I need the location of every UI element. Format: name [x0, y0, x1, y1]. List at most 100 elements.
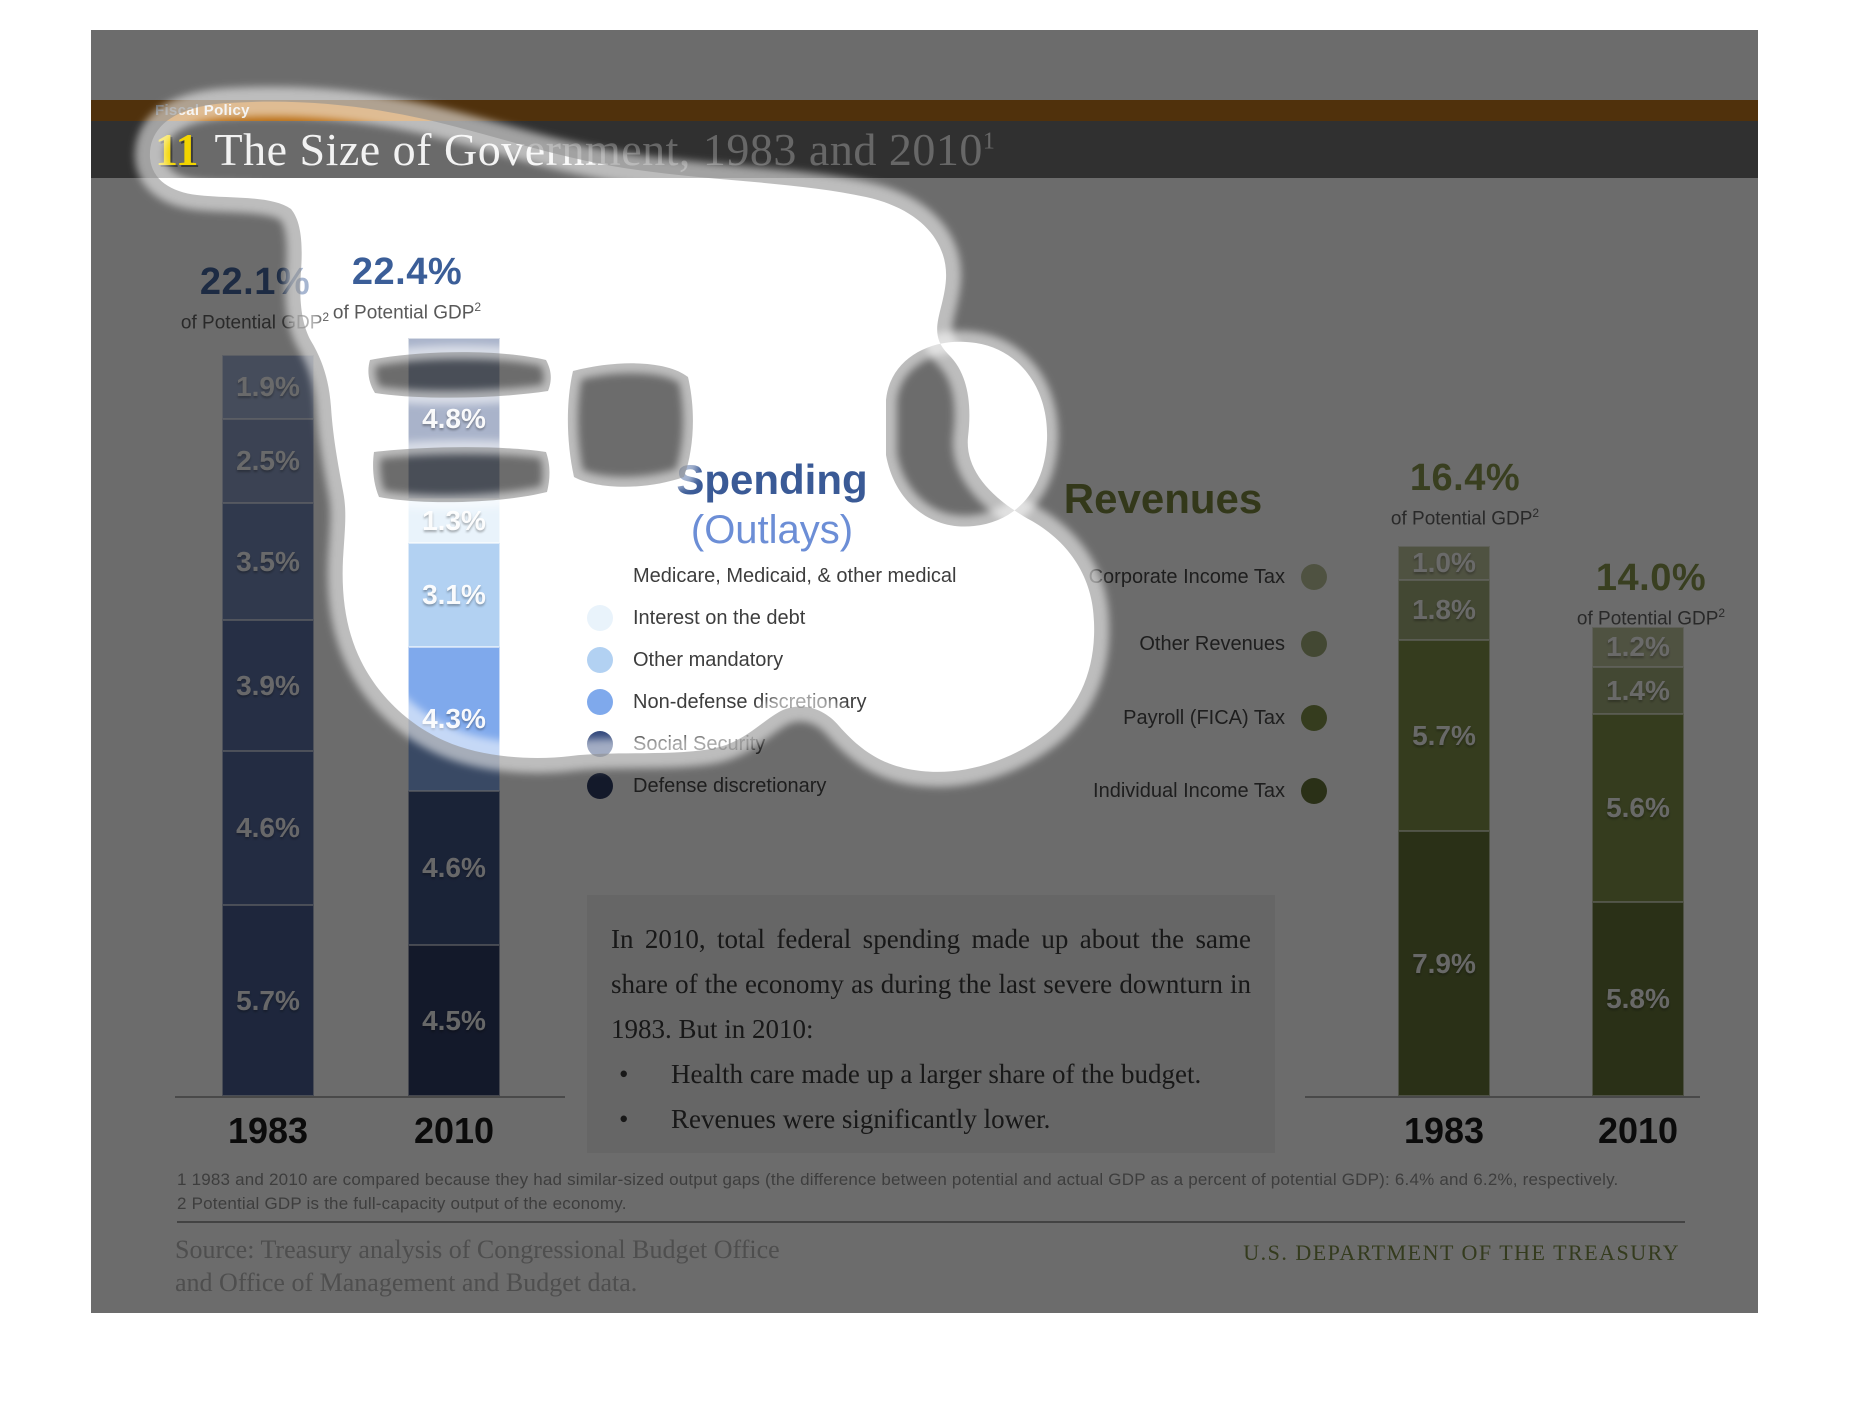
- legend-label: Other Revenues: [1139, 632, 1285, 655]
- slide-number: 11: [155, 124, 199, 175]
- source-line-2: and Office of Management and Budget data…: [175, 1268, 638, 1297]
- spending-section-subtitle: (Outlays): [690, 508, 854, 552]
- revenues-2010-stacked-bar: 1.2% 1.4% 5.6% 5.8%: [1592, 627, 1684, 1096]
- bar-segment-1983-0: 1.9%: [222, 355, 314, 419]
- revenues-1983-stacked-bar: 1.0% 1.8% 5.7% 7.9%: [1398, 546, 1490, 1096]
- source-attribution: Source: Treasury analysis of Congression…: [175, 1233, 780, 1299]
- spending-1983-stacked-bar: 1.9% 2.5% 3.5% 3.9% 4.6% 5.7%: [222, 355, 314, 1096]
- subhead-sup: 2: [474, 300, 482, 314]
- revenues-1983-total: 16.4%: [1409, 457, 1521, 499]
- bar-segment-label: 1.3%: [422, 505, 486, 536]
- treasury-slide: Fiscal Policy 11 The Size of Government,…: [91, 30, 1758, 1313]
- revenues-1983-header: 16.4% of Potential GDP2: [1345, 457, 1585, 530]
- bar-segment-label: 4.3%: [422, 703, 486, 734]
- bar-segment-label: 1.9%: [236, 371, 300, 402]
- bar-segment-1983-2: 5.7%: [1398, 640, 1490, 831]
- bar-segment-label: 7.9%: [1412, 947, 1476, 979]
- revenues-legend-item-0: Corporate Income Tax: [1089, 563, 1327, 591]
- bar-segment-label: 2.5%: [236, 445, 300, 476]
- bullet-text: Revenues were significantly lower.: [671, 1104, 1051, 1134]
- legend-swatch-icon: [1301, 631, 1327, 657]
- slide-title-footnote-marker: 1: [982, 128, 996, 155]
- revenues-section-title: Revenues: [1063, 475, 1263, 522]
- bar-segment-2010-1: 1.4%: [1592, 667, 1684, 714]
- revenues-legend-item-3: Individual Income Tax: [1093, 777, 1327, 805]
- fiscal-policy-tab-label: Fiscal Policy: [155, 102, 250, 119]
- slide-title-bar: 11 The Size of Government, 1983 and 2010…: [91, 121, 1758, 178]
- revenues-x-axis: [1305, 1096, 1700, 1098]
- legend-swatch-icon: [1301, 778, 1327, 804]
- subhead-text: of Potential GDP: [1390, 508, 1533, 530]
- legend-swatch-icon: [587, 773, 613, 799]
- bar-segment-1983-4: 4.6%: [222, 751, 314, 905]
- bar-segment-label: 5.6%: [1606, 792, 1670, 823]
- subhead-sup: 2: [1532, 506, 1540, 520]
- footnote-1: 1 1983 and 2010 are compared because the…: [177, 1170, 1619, 1189]
- bar-segment-label: 1.4%: [1606, 674, 1670, 706]
- bar-segment-2010-2: 3.1%: [408, 543, 500, 647]
- bar-segment-2010-1: 1.3%: [408, 499, 500, 543]
- slide-title-text: The Size of Government, 1983 and 2010: [214, 124, 983, 175]
- summary-bullet-1: • Health care made up a larger share of …: [611, 1052, 1251, 1097]
- revenues-2010-axis-label: 2010: [1597, 1110, 1679, 1151]
- bar-segment-2010-5: 4.5%: [408, 945, 500, 1096]
- spending-legend-item-0: Medicare, Medicaid, & other medical: [587, 562, 956, 590]
- footer-divider: [177, 1221, 1685, 1223]
- revenues-2010-total: 14.0%: [1595, 557, 1707, 599]
- bar-segment-label: 4.8%: [422, 402, 486, 434]
- bar-segment-2010-3: 4.3%: [408, 647, 500, 791]
- legend-label: Non-defense discretionary: [633, 690, 867, 713]
- summary-note-box: In 2010, total federal spending made up …: [587, 895, 1275, 1153]
- bar-segment-label: 4.5%: [422, 1004, 486, 1036]
- source-line-1: Source: Treasury analysis of Congression…: [175, 1235, 780, 1264]
- bar-segment-label: 1.0%: [1412, 547, 1476, 578]
- footnote-2: 2 Potential GDP is the full-capacity out…: [177, 1194, 627, 1213]
- bullet-glyph: •: [619, 1104, 629, 1134]
- bar-segment-label: 3.5%: [236, 545, 300, 577]
- bar-segment-2010-0: 1.2%: [1592, 627, 1684, 667]
- treasury-wordmark: U.S. DEPARTMENT OF THE TREASURY: [1243, 1240, 1680, 1265]
- legend-label: Interest on the debt: [633, 606, 806, 629]
- bar-segment-1983-3: 3.9%: [222, 620, 314, 751]
- revenues-legend-item-1: Other Revenues: [1139, 630, 1327, 658]
- bar-segment-1983-1: 2.5%: [222, 419, 314, 503]
- legend-swatch-icon: [1301, 564, 1327, 590]
- bullet-glyph: •: [619, 1059, 629, 1089]
- bar-segment-2010-3: 5.8%: [1592, 902, 1684, 1096]
- legend-label: Medicare, Medicaid, & other medical: [633, 564, 957, 587]
- revenues-1983-subhead: of Potential GDP2: [1345, 506, 1585, 530]
- summary-paragraph: In 2010, total federal spending made up …: [611, 924, 1251, 1044]
- bar-segment-1983-3: 7.9%: [1398, 831, 1490, 1096]
- legend-swatch-icon: [1301, 705, 1327, 731]
- spending-2010-axis-label: 2010: [413, 1110, 495, 1151]
- legend-label: Social Security: [633, 732, 766, 755]
- subhead-sup: 2: [1718, 606, 1726, 620]
- spending-2010-header: 22.4% of Potential GDP2: [287, 251, 527, 324]
- bar-segment-1983-2: 3.5%: [222, 503, 314, 620]
- spending-legend-item-4: Social Security: [587, 730, 765, 758]
- legend-label: Other mandatory: [633, 648, 784, 671]
- revenues-1983-axis-label: 1983: [1403, 1110, 1485, 1151]
- spending-1983-axis-label: 1983: [227, 1110, 309, 1151]
- revenues-legend-item-2: Payroll (FICA) Tax: [1123, 704, 1327, 732]
- slide-title: The Size of Government, 1983 and 20101: [214, 123, 995, 176]
- legend-swatch-icon: [587, 605, 613, 631]
- bar-segment-2010-4: 4.6%: [408, 791, 500, 945]
- spending-legend-item-3: Non-defense discretionary: [587, 688, 866, 716]
- legend-label: Defense discretionary: [633, 774, 827, 797]
- bar-segment-label: 1.2%: [1606, 631, 1670, 662]
- spending-2010-subhead: of Potential GDP2: [287, 300, 527, 324]
- legend-swatch-icon: [587, 647, 613, 673]
- bar-segment-2010-0: 4.8%: [408, 338, 500, 499]
- spending-legend-item-2: Other mandatory: [587, 646, 783, 674]
- legend-label: Corporate Income Tax: [1088, 565, 1285, 588]
- spending-x-axis: [175, 1096, 565, 1098]
- bar-segment-label: 5.7%: [1412, 719, 1476, 751]
- spending-legend-item-1: Interest on the debt: [587, 604, 805, 632]
- bar-segment-1983-0: 1.0%: [1398, 546, 1490, 580]
- legend-swatch-icon: [587, 731, 613, 757]
- bar-segment-label: 5.7%: [236, 984, 300, 1016]
- legend-label: Payroll (FICA) Tax: [1123, 706, 1285, 729]
- spending-2010-stacked-bar: 4.8% 1.3% 3.1% 4.3% 4.6% 4.5%: [408, 338, 500, 1096]
